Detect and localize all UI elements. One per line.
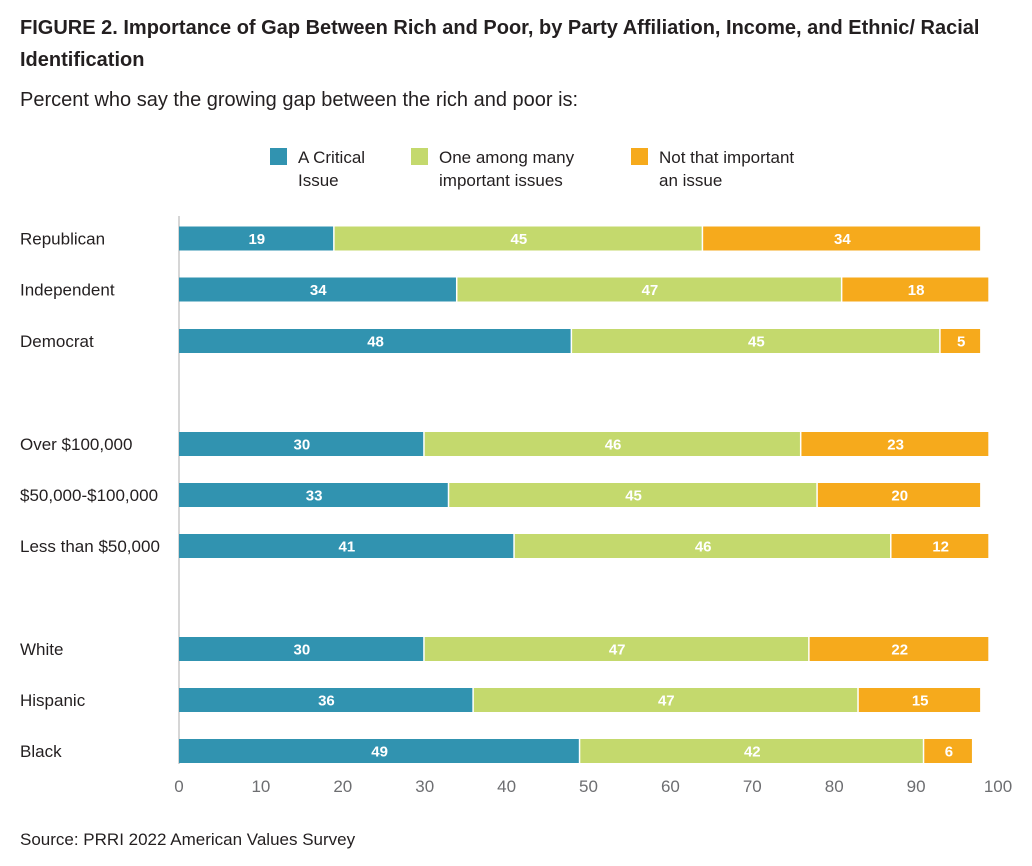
bar-one-among-many-white xyxy=(424,637,809,661)
data-label-critical-50-000-100-000: 33 xyxy=(306,488,323,505)
data-label-critical-republican: 19 xyxy=(248,231,265,248)
legend-label-critical: A Critical Issue xyxy=(298,148,366,190)
data-label-one-among-many-democrat: 45 xyxy=(748,334,765,351)
x-tick-label-30: 30 xyxy=(415,777,434,796)
bar-critical-black xyxy=(179,739,579,763)
bar-not-important-black xyxy=(924,739,972,763)
x-tick-label-90: 90 xyxy=(907,777,926,796)
data-label-not-important-republican: 34 xyxy=(834,231,851,248)
bar-one-among-many-50-000-100-000 xyxy=(449,483,817,507)
data-label-critical-over-100-000: 30 xyxy=(294,437,311,454)
bar-one-among-many-over-100-000 xyxy=(424,432,800,456)
category-label-democrat: Democrat xyxy=(20,332,94,351)
data-label-one-among-many-hispanic: 47 xyxy=(658,693,675,710)
bar-not-important-over-100-000 xyxy=(801,432,989,456)
bar-critical-republican xyxy=(179,226,334,251)
x-tick-label-60: 60 xyxy=(661,777,680,796)
x-tick-label-20: 20 xyxy=(333,777,352,796)
bar-one-among-many-independent xyxy=(457,277,841,302)
bar-not-important-independent xyxy=(842,277,989,302)
data-label-not-important-independent: 18 xyxy=(908,282,925,299)
data-label-critical-independent: 34 xyxy=(310,282,327,299)
data-label-one-among-many-black: 42 xyxy=(744,744,761,761)
x-tick-label-10: 10 xyxy=(251,777,270,796)
data-label-critical-black: 49 xyxy=(371,744,388,761)
data-label-critical-white: 30 xyxy=(294,642,311,659)
bar-not-important-less-than-50-000 xyxy=(891,534,989,558)
data-label-one-among-many-50-000-100-000: 45 xyxy=(625,488,642,505)
bar-critical-white xyxy=(179,637,424,661)
data-label-not-important-hispanic: 15 xyxy=(912,693,929,710)
chart-title: FIGURE 2. Importance of Gap Between Rich… xyxy=(20,17,980,71)
legend-item-one-among-many: One among many important issues xyxy=(411,146,574,192)
data-label-one-among-many-less-than-50-000: 46 xyxy=(695,539,712,556)
legend-swatch-critical xyxy=(270,148,287,165)
bar-critical-over-100-000 xyxy=(179,432,424,456)
data-label-critical-hispanic: 36 xyxy=(318,693,335,710)
bar-critical-independent xyxy=(179,277,456,302)
data-label-critical-less-than-50-000: 41 xyxy=(339,539,356,556)
category-label-over-100-000: Over $100,000 xyxy=(20,435,132,454)
bar-one-among-many-hispanic xyxy=(473,688,858,712)
data-label-not-important-democrat: 5 xyxy=(957,334,965,351)
category-label-republican: Republican xyxy=(20,230,105,249)
category-label-independent: Independent xyxy=(20,281,115,300)
category-label-white: White xyxy=(20,640,63,659)
category-label-less-than-50-000: Less than $50,000 xyxy=(20,537,160,556)
bar-critical-hispanic xyxy=(179,688,473,712)
category-label-50-000-100-000: $50,000-$100,000 xyxy=(20,486,158,505)
data-label-not-important-over-100-000: 23 xyxy=(887,437,904,454)
x-tick-label-40: 40 xyxy=(497,777,516,796)
bar-not-important-50-000-100-000 xyxy=(817,483,981,507)
legend-item-critical: A Critical Issue xyxy=(270,146,365,192)
legend-label-one-among-many: One among many important issues xyxy=(439,148,575,190)
x-tick-label-50: 50 xyxy=(579,777,598,796)
bar-not-important-republican xyxy=(703,226,981,251)
x-tick-label-0: 0 xyxy=(174,777,183,796)
x-tick-label-100: 100 xyxy=(984,777,1012,796)
data-label-not-important-black: 6 xyxy=(945,744,953,761)
data-label-not-important-50-000-100-000: 20 xyxy=(891,488,908,505)
bar-one-among-many-republican xyxy=(334,226,702,251)
x-tick-label-70: 70 xyxy=(743,777,762,796)
category-label-hispanic: Hispanic xyxy=(20,691,86,710)
data-label-not-important-less-than-50-000: 12 xyxy=(932,539,949,556)
x-tick-label-80: 80 xyxy=(825,777,844,796)
data-label-one-among-many-over-100-000: 46 xyxy=(605,437,622,454)
data-label-one-among-many-independent: 47 xyxy=(642,282,659,299)
category-label-black: Black xyxy=(20,742,62,761)
legend-swatch-not-important xyxy=(631,148,648,165)
bar-one-among-many-black xyxy=(580,739,923,763)
bar-critical-less-than-50-000 xyxy=(179,534,514,558)
bar-one-among-many-democrat xyxy=(572,329,940,353)
bar-critical-democrat xyxy=(179,329,571,353)
legend-swatch-one-among-many xyxy=(411,148,428,165)
bar-one-among-many-less-than-50-000 xyxy=(514,534,891,558)
source-note: Source: PRRI 2022 American Values Survey xyxy=(20,830,356,849)
data-label-one-among-many-white: 47 xyxy=(609,642,626,659)
data-label-not-important-white: 22 xyxy=(891,642,908,659)
legend: A Critical Issue One among many importan… xyxy=(0,146,1032,196)
data-label-one-among-many-republican: 45 xyxy=(511,231,528,248)
bar-critical-50-000-100-000 xyxy=(179,483,448,507)
legend-item-not-important: Not that important an issue xyxy=(631,146,794,192)
legend-label-not-important: Not that important an issue xyxy=(659,148,795,190)
bar-not-important-democrat xyxy=(940,329,981,353)
data-label-critical-democrat: 48 xyxy=(367,334,384,351)
chart-subtitle: Percent who say the growing gap between … xyxy=(20,89,579,111)
bar-not-important-white xyxy=(809,637,989,661)
bar-not-important-hispanic xyxy=(858,688,981,712)
